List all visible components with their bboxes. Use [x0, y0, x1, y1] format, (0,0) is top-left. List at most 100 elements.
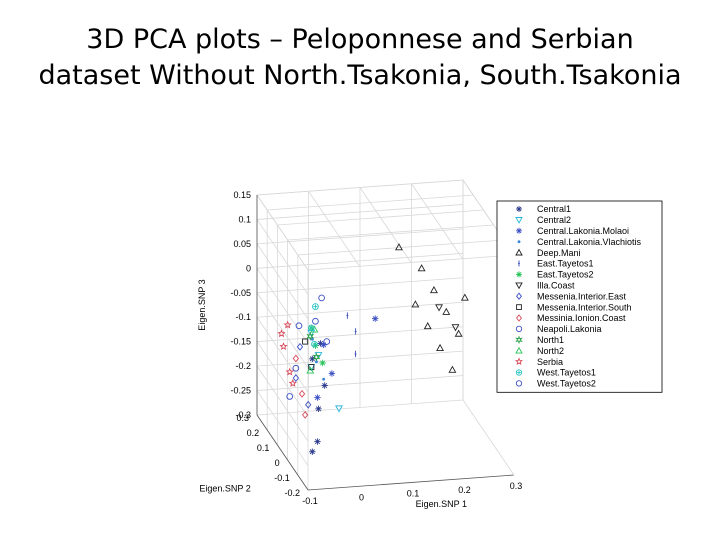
x-axis-line [307, 474, 515, 491]
legend-marker [515, 357, 523, 365]
legend-item: Messenia.Interior.East [516, 291, 627, 301]
data-point [302, 410, 309, 419]
legend-item: Neapoli.Lakonia [515, 324, 602, 334]
axes-box [256, 179, 515, 491]
z-tick-label: 0.1 [238, 214, 251, 224]
legend-marker [515, 282, 523, 290]
data-point [302, 338, 309, 345]
series-central-lakonia-vlachiotis [310, 337, 326, 381]
series-west-tayetos1 [307, 303, 319, 348]
series-serbia [277, 320, 297, 387]
legend-label: Messenia.Interior.South [537, 302, 632, 312]
data-point [298, 389, 306, 398]
legend-marker [516, 206, 522, 212]
data-point [314, 394, 321, 401]
legend-item: Illa.Coast [515, 281, 575, 291]
series-deep-mani [394, 243, 469, 373]
grid-line [256, 365, 309, 442]
legend-marker [518, 260, 520, 267]
z-tick-label: -0.05 [230, 288, 251, 298]
data-points [277, 243, 469, 455]
y-tick-label: 0 [275, 458, 280, 468]
data-point [372, 315, 379, 322]
axis-labels: Eigen.SNP 1 Eigen.SNP 2 Eigen.SNP 3 [197, 279, 467, 508]
legend-label: Messenia.Interior.East [537, 291, 627, 301]
series-central2 [307, 329, 343, 413]
data-point [292, 364, 300, 372]
grid-line [256, 301, 464, 318]
data-point [423, 322, 432, 330]
legend-item: Messinia.Ionion.Coast [516, 313, 626, 323]
data-point [283, 320, 292, 329]
data-point [311, 340, 318, 348]
legend-marker [516, 314, 522, 322]
grid-line [256, 243, 309, 320]
data-point [292, 374, 299, 382]
legend-marker [515, 346, 523, 354]
y-tick-label: 0.3 [236, 413, 249, 423]
data-point [292, 354, 299, 363]
z-tick-label: -0.1 [235, 312, 251, 322]
series-messenia-interior-east [292, 342, 312, 409]
x-tick-label: -0.1 [302, 496, 318, 506]
data-point [319, 359, 326, 367]
y-tick-label: 0.1 [257, 443, 270, 453]
data-point [328, 370, 336, 377]
z-tick-label: 0 [246, 263, 251, 273]
legend-label: Neapoli.Lakonia [537, 324, 602, 334]
legend-marker [515, 335, 523, 345]
z-tick-label: -0.25 [230, 386, 251, 396]
grid-line [256, 390, 309, 466]
legend-item: Serbia [515, 357, 563, 367]
legend-label: Central.Lakonia.Molaoi [537, 226, 629, 236]
grid-line [256, 194, 309, 271]
x-tick-label: 0 [359, 492, 364, 502]
grid-line [256, 277, 464, 294]
data-point [411, 300, 420, 308]
data-point [312, 317, 319, 325]
axis-ticks: -0.3 -0.25 -0.2 -0.15 -0.1 -0.05 0 0.05 0.1 0.15 -… [230, 190, 522, 506]
legend-label: East.Tayetos2 [537, 270, 594, 280]
legend-marker [516, 304, 522, 310]
series-messinia-ionion-coast [292, 354, 309, 419]
data-point [277, 329, 286, 338]
legend-item: Deep.Mani [515, 248, 581, 258]
data-point [295, 322, 303, 330]
grid-line [411, 183, 463, 259]
grid-line [277, 209, 484, 226]
grid-line [287, 224, 494, 241]
data-point [296, 342, 304, 351]
legend-item: West.Tayetos2 [515, 379, 596, 389]
slide-title: 3D PCA plots – Peloponnese and Serbian d… [0, 22, 720, 94]
grid-line [256, 179, 464, 196]
legend-label: North1 [537, 335, 564, 345]
legend-item: Messenia.Interior.South [516, 302, 632, 312]
grid-line [256, 375, 464, 391]
legend-marker [515, 325, 523, 333]
title-line-1: 3D PCA plots – Peloponnese and Serbian [86, 24, 634, 55]
data-point [394, 243, 403, 251]
legend-label: West.Tayetos2 [537, 379, 596, 389]
grid-line [307, 254, 515, 271]
legend-item: Central.Lakonia.Molaoi [516, 226, 629, 236]
z-tick-label: -0.15 [230, 337, 251, 347]
legend-item: Central1 [516, 204, 571, 214]
grid-line [256, 399, 464, 416]
legend-label: Serbia [537, 357, 563, 367]
legend-label: East.Tayetos1 [537, 259, 594, 269]
data-point [312, 303, 319, 310]
legend-marker [517, 240, 521, 244]
legend-marker [516, 292, 522, 300]
legend-marker [515, 380, 523, 387]
legend-label: West.Tayetos1 [537, 368, 596, 378]
legend-label: Central.Lakonia.Vlachiotis [537, 237, 642, 247]
grid-line [359, 187, 412, 263]
data-point [288, 378, 297, 387]
data-point [305, 400, 312, 409]
z-tick-label: -0.3 [235, 410, 251, 420]
data-point [314, 438, 321, 445]
series-central1 [309, 340, 328, 455]
grid-line [267, 194, 474, 211]
grid-line [256, 268, 309, 344]
